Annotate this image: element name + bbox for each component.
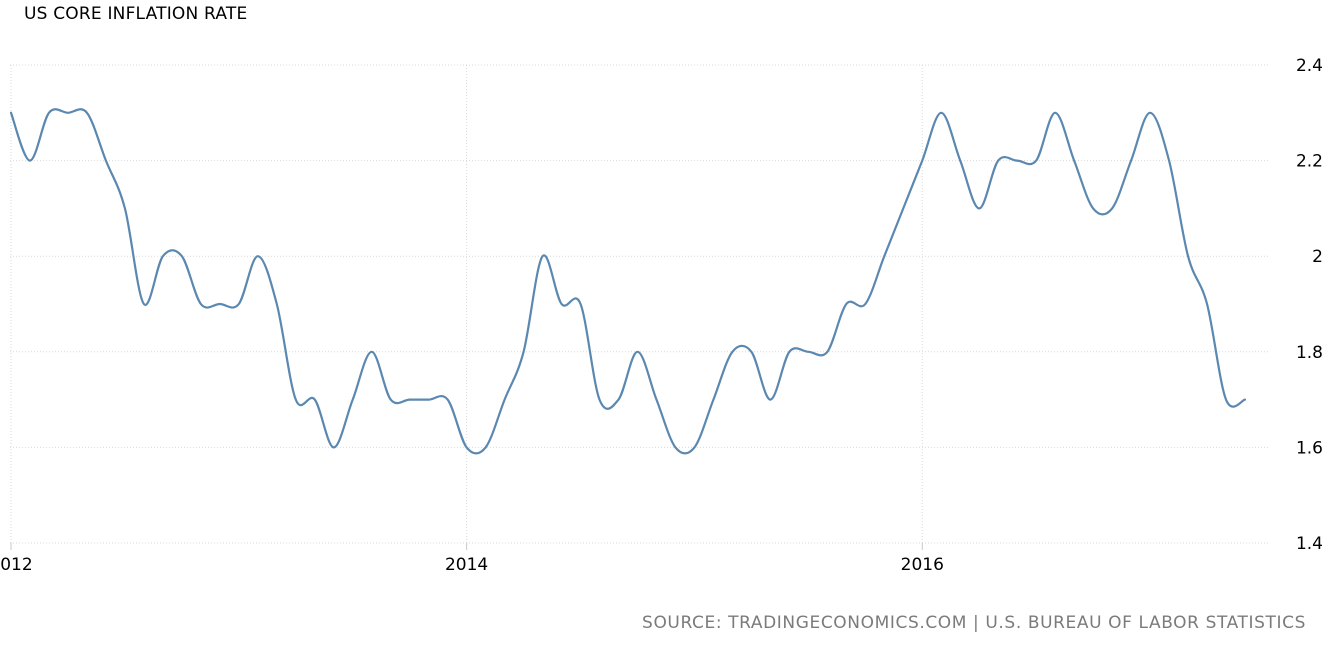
data-point bbox=[66, 111, 70, 115]
x-tick-label: 2014 bbox=[445, 555, 488, 575]
data-point bbox=[389, 398, 393, 402]
data-point bbox=[123, 206, 127, 210]
y-axis-ticks: 1.4 1.6 1.8 2 2.2 2.4 bbox=[1296, 56, 1323, 554]
data-point bbox=[1072, 159, 1076, 163]
y-tick-label: 1.4 bbox=[1296, 534, 1323, 554]
data-point bbox=[294, 398, 298, 402]
data-point bbox=[180, 254, 184, 258]
data-point bbox=[104, 159, 108, 163]
data-point bbox=[9, 111, 13, 115]
data-point bbox=[218, 302, 222, 306]
data-point bbox=[882, 254, 886, 258]
data-point bbox=[673, 445, 677, 449]
data-point bbox=[598, 398, 602, 402]
data-point bbox=[996, 159, 1000, 163]
data-point bbox=[503, 398, 507, 402]
data-point bbox=[844, 302, 848, 306]
data-point bbox=[977, 206, 981, 210]
data-point bbox=[1148, 111, 1152, 115]
data-point bbox=[256, 254, 260, 258]
data-point bbox=[749, 350, 753, 354]
data-point bbox=[806, 350, 810, 354]
x-tick-label: 2012 bbox=[0, 555, 33, 575]
data-point bbox=[617, 398, 621, 402]
data-point bbox=[275, 302, 279, 306]
data-point bbox=[692, 445, 696, 449]
data-point bbox=[768, 398, 772, 402]
data-point bbox=[958, 159, 962, 163]
data-point bbox=[1243, 398, 1247, 402]
source-note: SOURCE: TRADINGECONOMICS.COM | U.S. BURE… bbox=[642, 613, 1306, 633]
data-point bbox=[560, 302, 564, 306]
data-point bbox=[920, 159, 924, 163]
data-point bbox=[142, 302, 146, 306]
data-point bbox=[541, 254, 545, 258]
y-tick-label: 2 bbox=[1312, 247, 1323, 267]
y-tick-label: 1.6 bbox=[1296, 438, 1323, 458]
y-tick-label: 1.8 bbox=[1296, 343, 1323, 363]
data-point bbox=[237, 302, 241, 306]
data-point bbox=[370, 350, 374, 354]
data-point bbox=[654, 398, 658, 402]
data-point bbox=[1129, 159, 1133, 163]
data-point bbox=[863, 302, 867, 306]
data-point bbox=[1167, 159, 1171, 163]
data-point bbox=[730, 350, 734, 354]
data-point bbox=[711, 398, 715, 402]
data-point bbox=[408, 398, 412, 402]
chart-title: US CORE INFLATION RATE bbox=[24, 4, 248, 24]
series-line bbox=[9, 108, 1247, 455]
grid-lines bbox=[10, 64, 1268, 544]
x-tick-label: 2016 bbox=[901, 555, 944, 575]
data-point bbox=[1110, 206, 1114, 210]
data-point bbox=[787, 350, 791, 354]
data-point bbox=[85, 111, 89, 115]
data-point bbox=[484, 445, 488, 449]
data-point bbox=[1053, 111, 1057, 115]
data-point bbox=[199, 302, 203, 306]
data-point bbox=[28, 159, 32, 163]
data-point bbox=[427, 398, 431, 402]
data-point bbox=[351, 398, 355, 402]
data-point bbox=[579, 302, 583, 306]
data-point bbox=[446, 398, 450, 402]
y-tick-label: 2.2 bbox=[1296, 152, 1323, 172]
data-point bbox=[522, 350, 526, 354]
x-axis-ticks: 2012 2014 2016 bbox=[0, 543, 944, 575]
data-point bbox=[47, 111, 51, 115]
data-point bbox=[825, 350, 829, 354]
data-point bbox=[1015, 159, 1019, 163]
data-point bbox=[1205, 302, 1209, 306]
data-point bbox=[1186, 254, 1190, 258]
data-point bbox=[901, 206, 905, 210]
data-point bbox=[939, 111, 943, 115]
data-point bbox=[1034, 159, 1038, 163]
data-point bbox=[465, 445, 469, 449]
data-point bbox=[1091, 206, 1095, 210]
data-point bbox=[635, 350, 639, 354]
data-point bbox=[1224, 398, 1228, 402]
data-point bbox=[332, 445, 336, 449]
data-point bbox=[161, 254, 165, 258]
series-layer bbox=[9, 108, 1247, 455]
data-point bbox=[313, 398, 317, 402]
y-tick-label: 2.4 bbox=[1296, 56, 1323, 76]
